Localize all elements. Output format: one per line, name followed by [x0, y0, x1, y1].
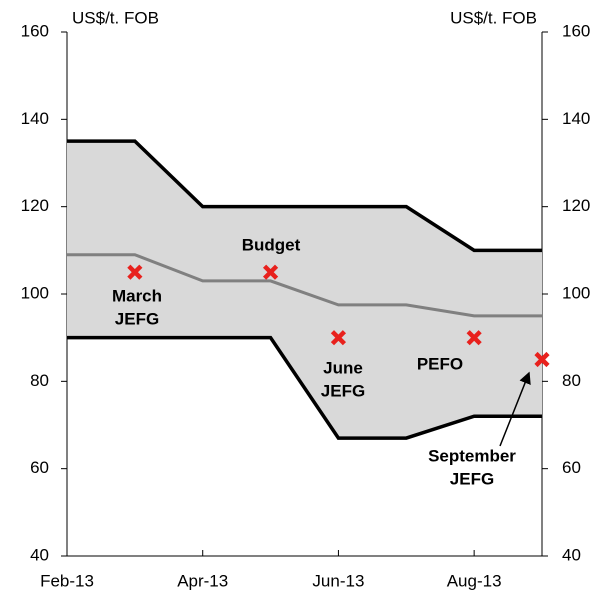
annotation-arrow	[499, 371, 531, 447]
y-tick-label: 140	[21, 109, 49, 128]
range-area	[67, 141, 542, 439]
forecast-label: Budget	[242, 235, 301, 254]
y-tick-label: 120	[21, 196, 49, 215]
y-axis-unit-left: US$/t. FOB	[72, 8, 159, 27]
y2-tick-label: 160	[562, 21, 590, 40]
forecast-label: JEFG	[321, 381, 365, 400]
x-tick-label: Apr-13	[177, 571, 228, 590]
forecast-label: JEFG	[450, 469, 494, 488]
forecast-label: June	[323, 358, 363, 377]
x-tick-label: Feb-13	[40, 571, 94, 590]
forecast-label: March	[112, 286, 162, 305]
forecast-marker	[534, 351, 550, 368]
lower-line	[67, 335, 542, 440]
y2-tick-label: 80	[562, 371, 581, 390]
forecast-marker	[466, 330, 482, 346]
y-tick-label: 100	[21, 283, 49, 302]
y-tick-label: 80	[30, 371, 49, 390]
forecast-label: JEFG	[115, 309, 159, 328]
x-tick-label: Jun-13	[312, 571, 364, 590]
forecast-label: September	[428, 446, 516, 465]
forecast-marker	[127, 264, 143, 280]
forecast-label: PEFO	[417, 354, 463, 373]
y2-tick-label: 40	[562, 545, 581, 564]
x-tick-label: Aug-13	[447, 571, 502, 590]
y-tick-label: 60	[30, 458, 49, 477]
y-tick-label: 40	[30, 545, 49, 564]
forecast-marker	[330, 330, 347, 346]
y2-tick-label: 100	[562, 283, 590, 302]
forecast-marker	[262, 264, 279, 280]
y-tick-label: 160	[21, 21, 49, 40]
y-axis-unit-right: US$/t. FOB	[450, 8, 537, 27]
y2-tick-label: 140	[562, 109, 590, 128]
y2-tick-label: 120	[562, 196, 590, 215]
y2-tick-label: 60	[562, 458, 581, 477]
central-line	[67, 253, 542, 318]
upper-line	[67, 139, 542, 253]
